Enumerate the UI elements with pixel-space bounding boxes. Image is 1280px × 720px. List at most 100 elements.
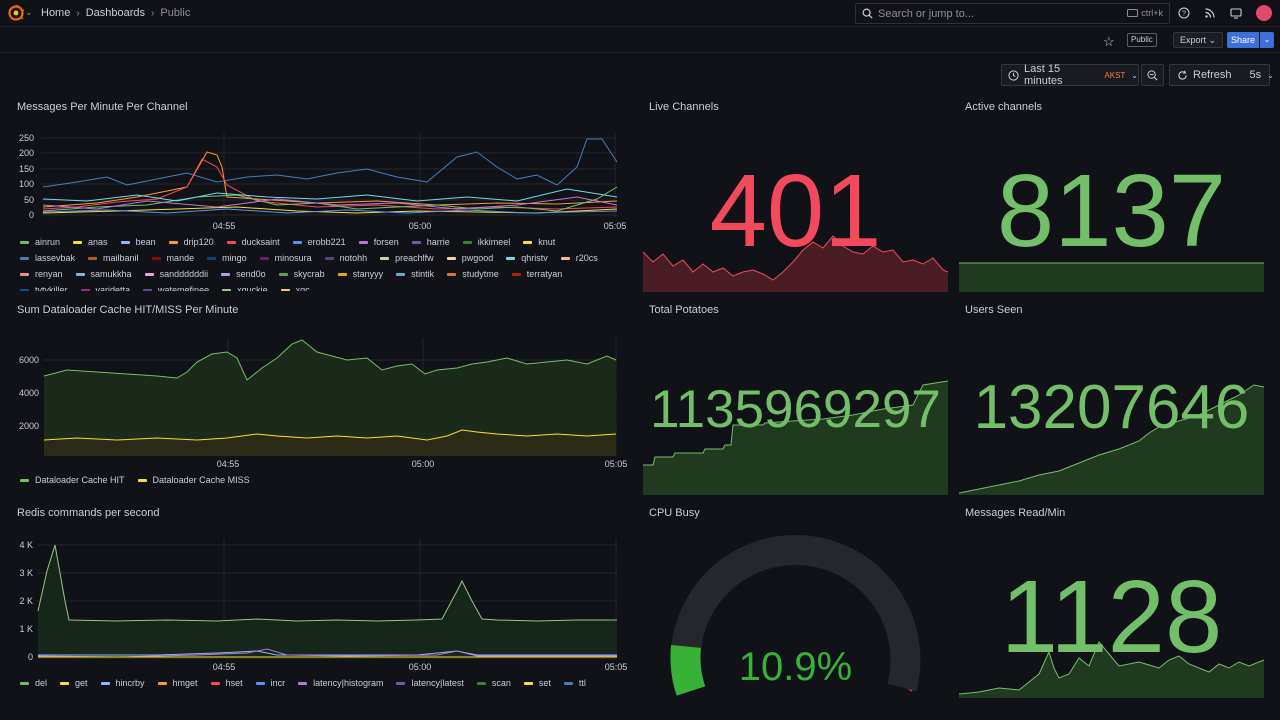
shortcut-text: ctrl+k (1141, 8, 1163, 18)
legend-item[interactable]: sanddddddii (144, 269, 208, 279)
breadcrumb-dashboards[interactable]: Dashboards (85, 7, 146, 19)
legend-item[interactable]: harrie (411, 237, 450, 247)
legend-item[interactable]: varidetta (80, 285, 131, 291)
legend-item[interactable]: latency|latest (396, 678, 464, 688)
share-button[interactable]: Share (1227, 32, 1259, 48)
legend-item[interactable]: hmget (157, 678, 198, 688)
grafana-logo-icon[interactable] (8, 5, 24, 21)
panel-title[interactable]: CPU Busy (649, 507, 700, 519)
user-avatar[interactable] (1256, 5, 1272, 21)
legend-item[interactable]: set (523, 678, 551, 688)
rss-icon[interactable] (1204, 6, 1218, 20)
legend-item[interactable]: terratyan (511, 269, 562, 279)
legend-item[interactable]: hincrby (100, 678, 145, 688)
legend-item[interactable]: stanyyy (337, 269, 384, 279)
legend-label: minosura (274, 253, 312, 263)
legend-item[interactable]: knut (523, 237, 555, 247)
search-input[interactable]: Search or jump to... ctrl+k (855, 3, 1170, 24)
legend-item[interactable]: ikkimeel (462, 237, 510, 247)
legend-item[interactable]: ttl (563, 678, 586, 688)
legend-swatch (396, 681, 406, 685)
chevron-down-icon[interactable]: ⌄ (25, 7, 33, 17)
legend-swatch (80, 288, 90, 291)
chevron-right-icon: › (76, 7, 80, 19)
legend-item[interactable]: get (60, 678, 88, 688)
legend-swatch (411, 240, 421, 244)
legend-label: ducksaint (241, 237, 280, 247)
legend-item[interactable]: renyan (20, 269, 63, 279)
star-icon[interactable]: ☆ (1103, 34, 1115, 49)
export-button[interactable]: Export ⌄ (1173, 32, 1224, 48)
panel-title[interactable]: Live Channels (649, 101, 719, 113)
legend-label: incr (270, 678, 286, 688)
panel-title[interactable]: Sum Dataloader Cache HIT/MISS Per Minute (17, 304, 239, 316)
legend-item[interactable]: forsen (358, 237, 399, 247)
legend-item[interactable]: mande (151, 253, 194, 263)
time-range-picker[interactable]: Last 15 minutes AKST ⌄ (1001, 63, 1139, 87)
legend-swatch (20, 272, 29, 276)
panel-title[interactable]: Redis commands per second (17, 507, 160, 519)
legend-item[interactable]: skycrab (278, 269, 325, 279)
breadcrumb-home[interactable]: Home (41, 7, 71, 19)
legend-label: stanyyy (352, 269, 384, 279)
share-options-button[interactable]: ⌄ (1260, 32, 1274, 48)
legend-swatch (20, 240, 29, 244)
legend-item[interactable]: xqc (280, 285, 310, 291)
panel-title[interactable]: Messages Read/Min (965, 507, 1066, 519)
legend-item[interactable]: del (20, 678, 47, 688)
legend-swatch (278, 272, 288, 276)
legend-item[interactable]: stintik (396, 269, 434, 279)
x-axis: 04:55 05:00 05:05 (213, 221, 627, 231)
legend-swatch (222, 288, 232, 291)
legend-swatch (280, 288, 290, 291)
legend-item[interactable]: erobb221 (292, 237, 346, 247)
legend-label: latency|histogram (313, 678, 384, 688)
legend-item[interactable]: bean (120, 237, 156, 247)
legend-item[interactable]: incr (255, 678, 286, 688)
legend-item[interactable]: watemefinee (143, 285, 209, 291)
y-tick-label: 100 (19, 179, 34, 189)
legend-item[interactable]: anas (73, 237, 108, 247)
legend-label: lassevbak (35, 253, 76, 263)
series-line-miss (43, 429, 617, 441)
zoom-out-button[interactable] (1141, 64, 1164, 86)
legend-item[interactable]: preachlfw (380, 253, 434, 263)
legend-item[interactable]: drip120 (168, 237, 214, 247)
legend-item[interactable]: mailbanil (88, 253, 139, 263)
legend-item[interactable]: xguckie (222, 285, 268, 291)
legend-item[interactable]: r20cs (560, 253, 598, 263)
legend-item[interactable]: hset (210, 678, 243, 688)
legend-item[interactable]: notohh (324, 253, 367, 263)
legend-swatch (100, 681, 110, 685)
panel-title[interactable]: Total Potatoes (649, 304, 719, 316)
legend-label: varidetta (95, 285, 131, 291)
legend-item[interactable]: ducksaint (226, 237, 280, 247)
chevron-right-icon: › (151, 7, 155, 19)
legend-item[interactable]: scan (476, 678, 511, 688)
legend-item[interactable]: minosura (259, 253, 312, 263)
legend-item[interactable]: studytme (447, 269, 499, 279)
users-seen-sparkline (959, 384, 1264, 495)
panel-live-channels: Live Channels 401 (643, 101, 948, 292)
legend-item[interactable]: latency|histogram (298, 678, 383, 688)
panel-title[interactable]: Users Seen (965, 304, 1023, 316)
legend-item[interactable]: send0o (221, 269, 266, 279)
panel-title[interactable]: Messages Per Minute Per Channel (17, 101, 188, 113)
legend-item[interactable]: tytykiller (20, 285, 68, 291)
legend-item[interactable]: lassevbak (20, 253, 75, 263)
legend-item[interactable]: qhristv (506, 253, 548, 263)
legend-item[interactable]: samukkha (75, 269, 132, 279)
legend-item[interactable]: Dataloader Cache HIT (20, 475, 125, 485)
legend-label: tytykiller (35, 285, 68, 291)
legend-item[interactable]: Dataloader Cache MISS (137, 475, 250, 485)
panel-title[interactable]: Active channels (965, 101, 1043, 113)
stat-value: 1128 (1000, 559, 1223, 674)
monitor-icon[interactable] (1230, 6, 1244, 20)
legend-label: skycrab (293, 269, 325, 279)
help-icon[interactable]: ? (1178, 6, 1192, 20)
legend-item[interactable]: mingo (207, 253, 247, 263)
legend-item[interactable]: ainrun (20, 237, 60, 247)
refresh-picker[interactable]: Refresh 5s ⌄ (1169, 64, 1274, 86)
legend-item[interactable]: pwgood (446, 253, 493, 263)
legend-swatch (563, 681, 573, 685)
